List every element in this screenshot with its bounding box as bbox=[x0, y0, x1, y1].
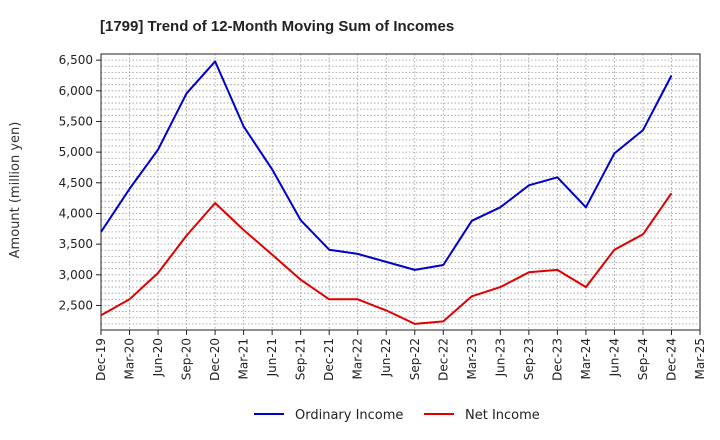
y-tick-label: 3,000 bbox=[59, 268, 93, 282]
x-tick-label: Mar-20 bbox=[123, 338, 137, 379]
x-tick-label: Mar-23 bbox=[465, 338, 479, 379]
y-axis-label: Amount (million yen) bbox=[8, 122, 23, 259]
legend-item-ordinary-income: Ordinary Income bbox=[254, 408, 403, 423]
y-tick-label: 2,500 bbox=[59, 298, 93, 312]
x-tick-label: Dec-24 bbox=[664, 338, 678, 381]
x-tick-label: Jun-21 bbox=[265, 338, 279, 377]
x-tick-label: Sep-20 bbox=[180, 338, 194, 380]
y-tick-label: 3,500 bbox=[59, 237, 93, 251]
x-tick-label: Dec-21 bbox=[322, 338, 336, 381]
x-tick-label: Jun-24 bbox=[607, 338, 621, 377]
x-tick-label: Sep-24 bbox=[636, 338, 650, 380]
legend-item-net-income: Net Income bbox=[424, 408, 540, 423]
y-tick-label: 4,000 bbox=[59, 206, 93, 220]
x-tick-label: Dec-22 bbox=[436, 338, 450, 381]
y-tick-label: 4,500 bbox=[59, 176, 93, 190]
series-line-net-income bbox=[100, 192, 673, 325]
x-tick-labels: Dec-19 Mar-20 Jun-20 Sep-20 Dec-20 Mar-21 Jun-… bbox=[94, 330, 707, 381]
y-tick-labels: 2,500 3,000 3,500 4,000 4,500 5,000 5,500 6,000… bbox=[59, 53, 101, 312]
x-tick-label: Sep-21 bbox=[294, 338, 308, 380]
y-tick-label: 6,500 bbox=[59, 53, 93, 67]
x-tick-label: Mar-21 bbox=[237, 338, 251, 379]
series-layer bbox=[100, 60, 673, 325]
legend-label: Net Income bbox=[465, 408, 540, 423]
x-tick-label: Dec-23 bbox=[550, 338, 564, 381]
plot-frame bbox=[100, 53, 701, 331]
x-tick-label: Dec-19 bbox=[94, 338, 108, 381]
legend: Ordinary Income Net Income bbox=[254, 408, 540, 423]
x-tick-label: Sep-23 bbox=[522, 338, 536, 380]
chart-title: [1799] Trend of 12-Month Moving Sum of I… bbox=[100, 18, 454, 35]
x-tick-label: Dec-20 bbox=[208, 338, 222, 381]
series-line-ordinary-income bbox=[100, 60, 673, 271]
x-tick-label: Sep-22 bbox=[408, 338, 422, 380]
x-tick-label: Jun-22 bbox=[379, 338, 393, 377]
x-tick-label: Mar-24 bbox=[579, 338, 593, 379]
y-tick-label: 5,000 bbox=[59, 145, 93, 159]
legend-label: Ordinary Income bbox=[295, 408, 403, 423]
grid-layer bbox=[101, 54, 700, 330]
y-tick-label: 6,000 bbox=[59, 84, 93, 98]
y-tick-label: 5,500 bbox=[59, 114, 93, 128]
x-tick-label: Mar-25 bbox=[693, 338, 707, 379]
x-tick-label: Jun-20 bbox=[151, 338, 165, 377]
x-tick-label: Mar-22 bbox=[351, 338, 365, 379]
x-tick-label: Jun-23 bbox=[493, 338, 507, 377]
